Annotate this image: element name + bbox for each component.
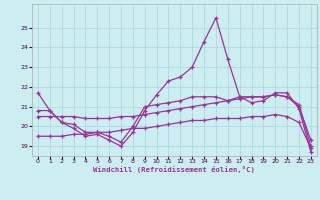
X-axis label: Windchill (Refroidissement éolien,°C): Windchill (Refroidissement éolien,°C) xyxy=(93,166,255,173)
